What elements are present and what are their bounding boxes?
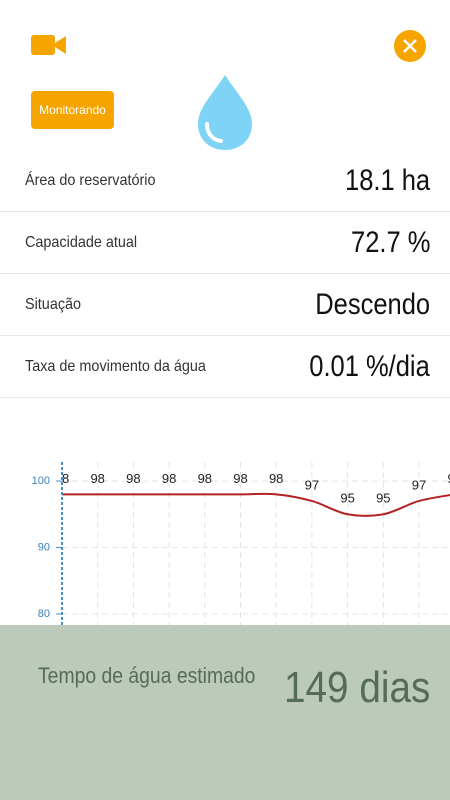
row-value: Descendo [315,287,430,321]
data-label: 98 [90,471,104,486]
info-row: Situação Descendo [0,274,450,336]
footer-label: Tempo de água estimado [38,663,256,688]
footer-value: 149 dias [283,663,430,712]
row-value: 0.01 %/dia [309,349,430,383]
video-icon-lens [55,36,66,54]
info-row: Taxa de movimento da água 0.01 %/dia [0,336,450,398]
data-label: 98 [233,471,247,486]
row-value: 72.7 % [350,225,430,259]
footer: Tempo de água estimado 149 dias [0,625,450,800]
data-label: 98 [55,471,69,486]
status-badge[interactable]: Monitorando [31,91,114,129]
row-label: Capacidade atual [25,233,138,251]
y-tick-label: 90 [38,541,50,553]
info-row: Área do reservatório 18.1 ha [0,150,450,212]
y-tick-label: 100 [32,475,50,487]
row-label: Taxa de movimento da água [25,357,206,375]
y-tick-label: 80 [38,608,50,620]
data-label: 98 [126,471,140,486]
data-label: 97 [305,477,319,492]
row-label: Situação [25,295,82,313]
data-label: 95 [376,491,390,506]
vertical-grid [97,462,420,625]
horizontal-grid: 80 90 100 [32,475,450,620]
data-label: 98 [198,471,212,486]
video-icon[interactable] [31,35,55,55]
data-label: 97 [412,477,426,492]
data-label: 98 [269,471,283,486]
plot-area: 98 98 98 98 98 98 98 97 95 95 97 98 [55,471,450,517]
chart: 80 90 100 98 98 98 98 98 98 98 97 95 95 97 98 [32,462,450,625]
water-drop [198,75,252,150]
info-row: Capacidade atual 72.7 % [0,212,450,274]
data-label: 95 [340,491,354,506]
top-icons [31,30,426,150]
close-x [403,39,417,53]
row-value: 18.1 ha [344,163,430,197]
data-label: 98 [447,471,450,486]
data-line [62,492,450,517]
data-label: 98 [162,471,176,486]
row-label: Área do reservatório [25,171,156,189]
drop-shine [205,122,223,143]
